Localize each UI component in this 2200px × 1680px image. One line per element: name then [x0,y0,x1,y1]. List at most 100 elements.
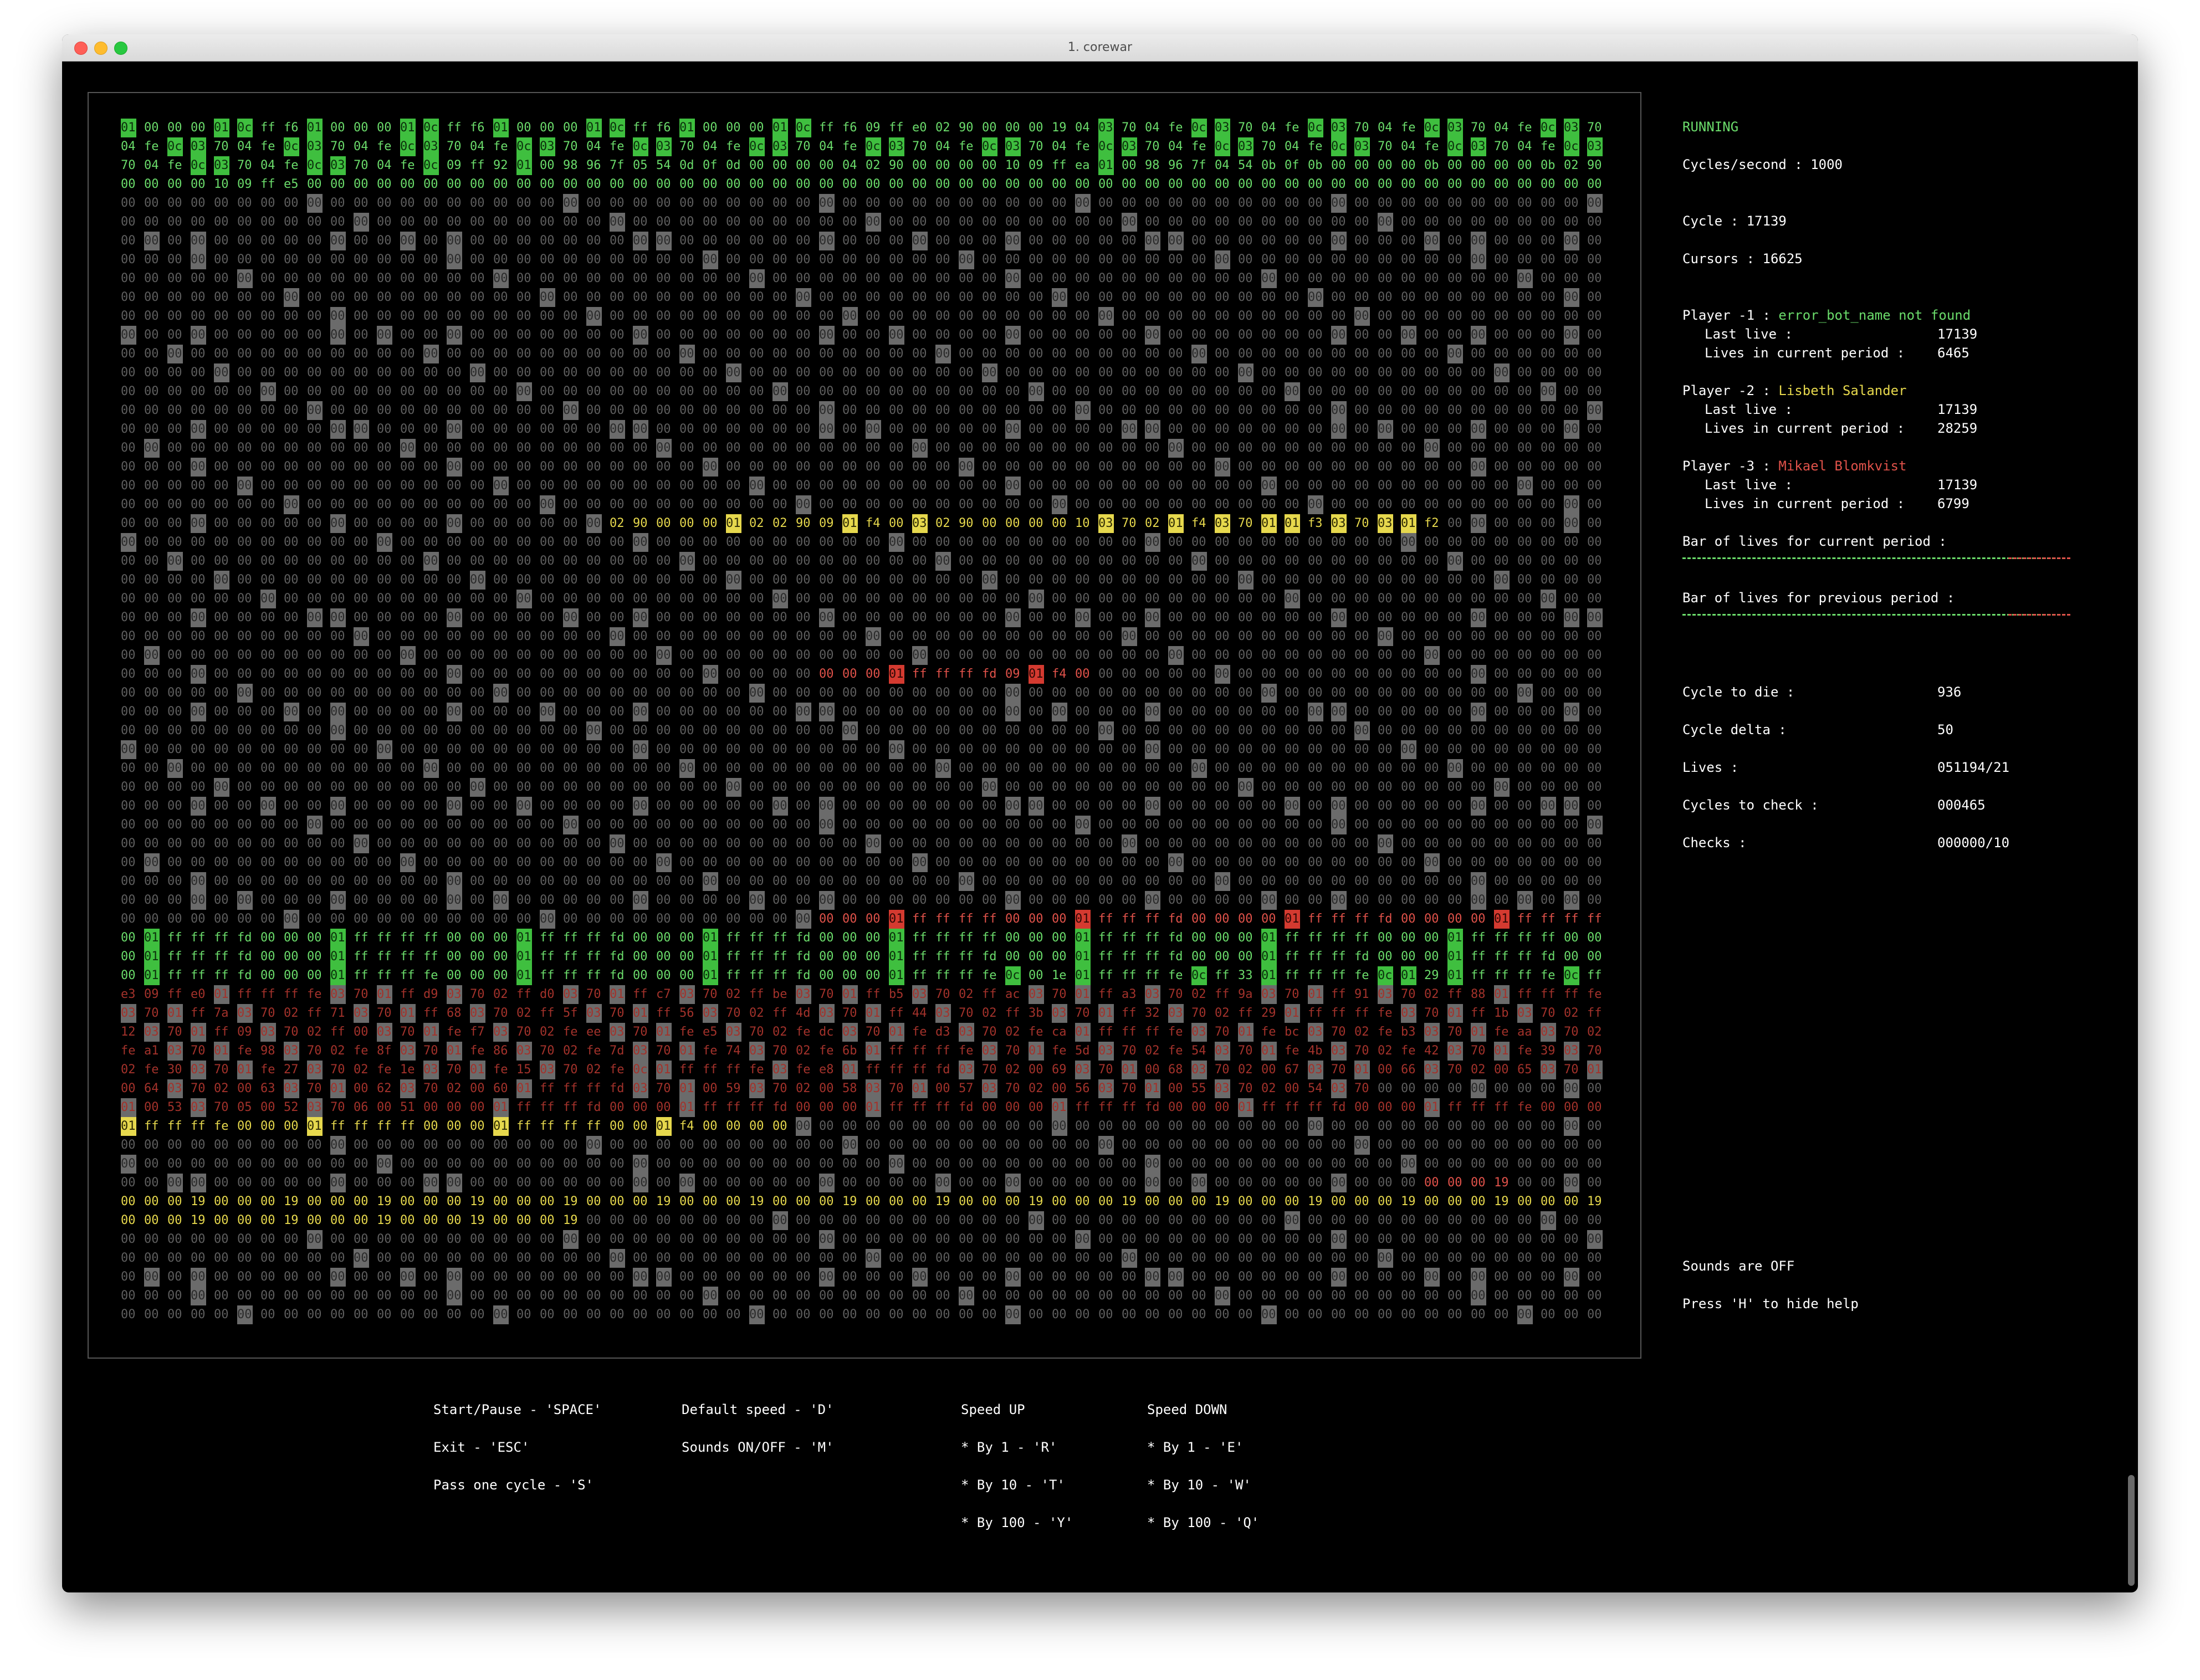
memory-cell: 00 [1285,1270,1299,1284]
memory-cell: 00 [1191,345,1207,363]
memory-cell-owned: 70 [563,1063,578,1077]
memory-cell: 00 [260,648,275,662]
memory-cell: 00 [1401,441,1416,455]
memory-cell: 00 [400,460,415,474]
memory-cell: 00 [1308,742,1323,756]
memory-cell: 00 [610,328,625,342]
memory-cell: 00 [167,309,182,323]
memory-cell: 00 [237,554,252,568]
memory-cell: 00 [889,818,904,832]
memory-cell: 00 [912,366,927,380]
memory-cell-owned: ff [1564,987,1579,1001]
memory-cell-owned: 00 [1447,1195,1462,1208]
memory-cell: 00 [842,611,857,624]
memory-cell: 00 [1098,422,1113,436]
memory-cell: 00 [144,290,159,304]
memory-cell: 00 [1075,253,1090,267]
minimize-button[interactable] [94,42,108,55]
memory-cell: 00 [1541,441,1556,455]
memory-cell: 00 [749,684,765,703]
memory-cell-owned: 01 [1075,947,1091,966]
memory-cell: 00 [1238,742,1253,756]
memory-cell: 00 [959,1176,974,1190]
memory-cell: 00 [1564,1157,1579,1171]
memory-cell-owned: 01 [1447,966,1463,985]
memory-cell-owned: 00 [819,667,834,681]
memory-cell: 00 [912,232,928,250]
memory-cell: 00 [540,516,555,530]
memory-cell: 00 [679,856,694,869]
memory-cell-owned: 0c [866,137,881,156]
memory-cell-owned: 09 [237,1025,252,1039]
memory-cell: 00 [726,1289,741,1303]
memory-cell: 00 [1447,629,1462,643]
scrollbar-thumb[interactable] [2128,1475,2135,1586]
memory-cell: 00 [1308,403,1323,417]
memory-cell: 00 [237,818,252,832]
memory-cell: 00 [1238,1119,1253,1133]
memory-cell: 00 [260,705,275,719]
memory-cell: 00 [1424,705,1439,719]
memory-cell: 00 [1005,215,1020,229]
memory-cell: 00 [656,705,671,719]
memory-cell: 00 [423,309,438,323]
memory-cell: 00 [1447,799,1462,813]
memory-cell: 00 [470,893,485,907]
memory-cell: 00 [1541,328,1556,342]
memory-cell: 00 [726,1157,741,1171]
memory-cell-owned: 03 [284,1042,299,1061]
memory-cell: 00 [1331,837,1346,851]
memory-cell-owned: ff [1098,912,1113,926]
memory-cell: 00 [1541,1289,1556,1303]
close-button[interactable] [74,42,88,55]
memory-cell: 00 [1168,724,1183,737]
memory-cell: 00 [1075,366,1090,380]
memory-cell-owned: 70 [191,1082,206,1095]
memory-cell-owned: ff [1052,158,1067,172]
memory-cell: 00 [377,780,392,794]
memory-cell: 00 [144,479,159,493]
memory-cell-owned: 00 [959,177,974,191]
memory-cell: 00 [1354,648,1369,662]
memory-cell: 00 [470,516,485,530]
memory-cell-owned: 69 [1052,1063,1067,1077]
memory-cell: 00 [447,1157,462,1171]
memory-cell: 00 [144,742,159,756]
memory-cell: 00 [1471,215,1486,229]
memory-cell: 00 [866,535,881,549]
memory-cell: 00 [679,1138,694,1152]
memory-cell: 00 [1447,385,1462,398]
memory-cell: 00 [1052,422,1067,436]
memory-cell: 00 [516,234,531,248]
memory-cell-owned: 19 [749,1195,764,1208]
memory-cell: 00 [423,328,438,342]
memory-cell: 00 [842,837,857,851]
memory-cell: 00 [1378,272,1393,285]
memory-cell: 00 [284,535,299,549]
memory-cell-owned: 00 [1145,1195,1160,1208]
memory-cell: 00 [842,648,857,662]
memory-cell: 00 [400,232,416,250]
memory-cell-owned: 00 [354,1082,369,1095]
memory-cell-owned: 01 [912,1079,928,1098]
memory-cell: 00 [679,253,694,267]
memory-cell: 00 [493,761,508,775]
memory-cell: 00 [1564,874,1579,888]
memory-cell-owned: ff [167,950,182,964]
memory-cell: 00 [1494,516,1509,530]
memory-cell: 00 [191,441,206,455]
memory-cell: 00 [819,309,834,323]
memory-cell: 00 [866,1270,881,1284]
memory-cell: 00 [772,1211,788,1230]
memory-cell-owned: 00 [610,1195,625,1208]
maximize-button[interactable] [114,42,127,55]
memory-cell: 00 [1587,290,1602,304]
memory-cell: 00 [400,686,415,700]
memory-cell-owned: 00 [935,177,950,191]
memory-cell: 00 [423,272,438,285]
memory-cell: 00 [959,837,974,851]
memory-cell: 00 [1541,629,1556,643]
memory-cell: 00 [1238,460,1253,474]
memory-cell-owned: ff [167,931,182,945]
memory-cell: 00 [1191,611,1206,624]
